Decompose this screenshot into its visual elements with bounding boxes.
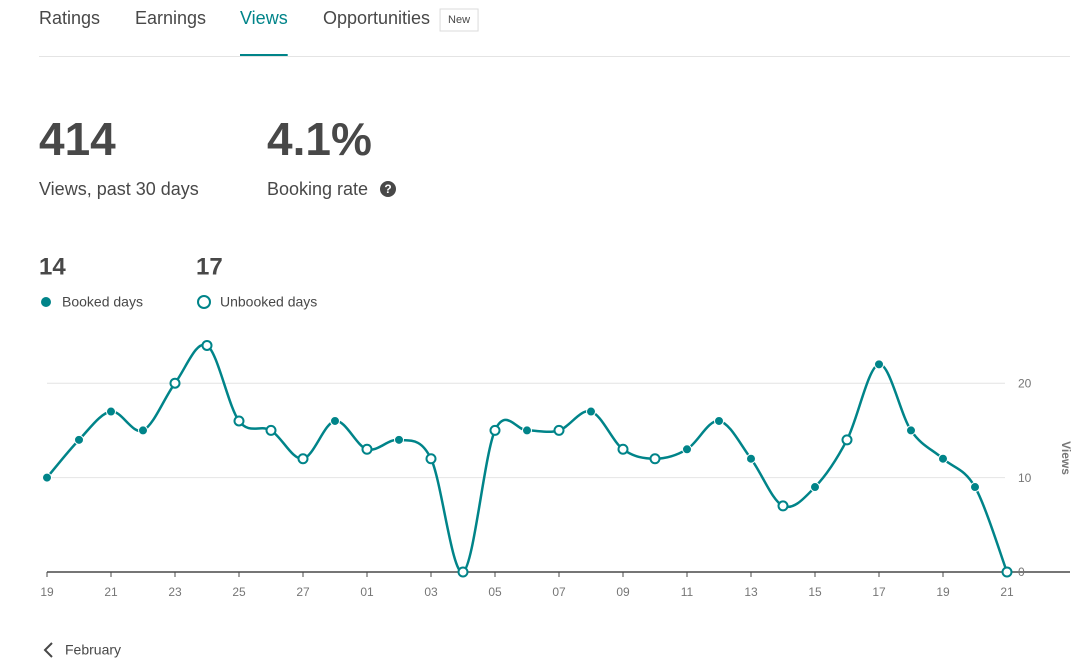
- legend-marker: [41, 297, 51, 307]
- booked-point: [938, 453, 948, 464]
- x-tick-label: 07: [552, 585, 566, 599]
- x-tick-label: 03: [424, 585, 438, 599]
- tab[interactable]: Ratings: [39, 8, 100, 28]
- legend-marker: [197, 295, 211, 309]
- y-tick-label: 0: [1018, 565, 1025, 579]
- x-tick-label: 17: [872, 585, 886, 599]
- stat-value: 414: [39, 113, 116, 165]
- badge: [439, 8, 479, 32]
- legend-label: Booked days: [62, 294, 143, 310]
- legend-count: 14: [39, 253, 66, 280]
- booked-point: [746, 453, 756, 464]
- stat-value: 4.1%: [267, 113, 372, 165]
- booked-point: [714, 415, 724, 426]
- unbooked-point: [233, 415, 245, 427]
- x-tick-label: 05: [488, 585, 502, 599]
- y-tick-label: 10: [1018, 471, 1032, 485]
- tab[interactable]: Earnings: [135, 8, 206, 28]
- unbooked-point: [361, 443, 373, 455]
- unbooked-point: [553, 424, 565, 436]
- x-tick-label: 19: [40, 585, 54, 599]
- unbooked-point: [265, 424, 277, 436]
- booked-point: [330, 415, 340, 426]
- legend-count: 17: [196, 253, 223, 280]
- unbooked-point: [297, 453, 309, 465]
- unbooked-point: [201, 339, 213, 351]
- x-tick-label: 01: [360, 585, 374, 599]
- prev-month[interactable]: February: [43, 642, 121, 658]
- x-tick-label: 15: [808, 585, 822, 599]
- unbooked-point: [617, 443, 629, 455]
- x-tick-label: 09: [616, 585, 630, 599]
- x-tick-label: 25: [232, 585, 246, 599]
- chart: 0 10 20 Views 19 21 23 25 27 01 03 05 07 09 11 13 15 17 19…: [40, 339, 1073, 599]
- unbooked-point: [457, 566, 469, 578]
- y-axis-label: Views: [1059, 441, 1073, 475]
- x-tick-label: 19: [936, 585, 950, 599]
- unbooked-point: [489, 424, 501, 436]
- line: [46, 343, 1009, 574]
- booked-point: [810, 482, 820, 493]
- nav-label[interactable]: February: [65, 642, 121, 658]
- x-tick-label: 11: [681, 585, 694, 599]
- help-icon[interactable]: ?: [380, 181, 396, 197]
- tab[interactable]: Views: [240, 8, 288, 28]
- y-tick-label: 20: [1018, 376, 1032, 390]
- booked-point: [106, 406, 116, 417]
- booked-point: [874, 359, 884, 370]
- booked-point: [42, 472, 52, 483]
- booked-point: [394, 434, 404, 445]
- booked-point: [138, 425, 148, 436]
- x-tick-label: 23: [168, 585, 182, 599]
- booked-point: [906, 425, 916, 436]
- x-tick-label: 27: [296, 585, 310, 599]
- unbooked-point: [1001, 566, 1013, 578]
- unbooked-point: [841, 434, 853, 446]
- badge-label: New: [448, 14, 470, 26]
- booked-point: [522, 425, 532, 436]
- booked-point: [970, 482, 980, 493]
- booked-point: [586, 406, 596, 417]
- unbooked-point: [777, 500, 789, 512]
- svg-text:?: ?: [384, 182, 391, 196]
- unbooked-point: [649, 453, 661, 465]
- unbooked-point: [425, 453, 437, 465]
- booked-point: [74, 434, 84, 445]
- tab-indicator: [240, 54, 288, 56]
- stat-label: Views, past 30 days: [39, 179, 199, 199]
- stat-label: Booking rate: [267, 179, 368, 199]
- unbooked-point: [169, 377, 181, 389]
- x-tick-label: 21: [1000, 585, 1014, 599]
- legend-label: Unbooked days: [220, 294, 317, 310]
- x-tick-label: 21: [104, 585, 118, 599]
- booked-point: [682, 444, 692, 455]
- tab[interactable]: Opportunities: [323, 8, 430, 28]
- x-tick-label: 13: [744, 585, 758, 599]
